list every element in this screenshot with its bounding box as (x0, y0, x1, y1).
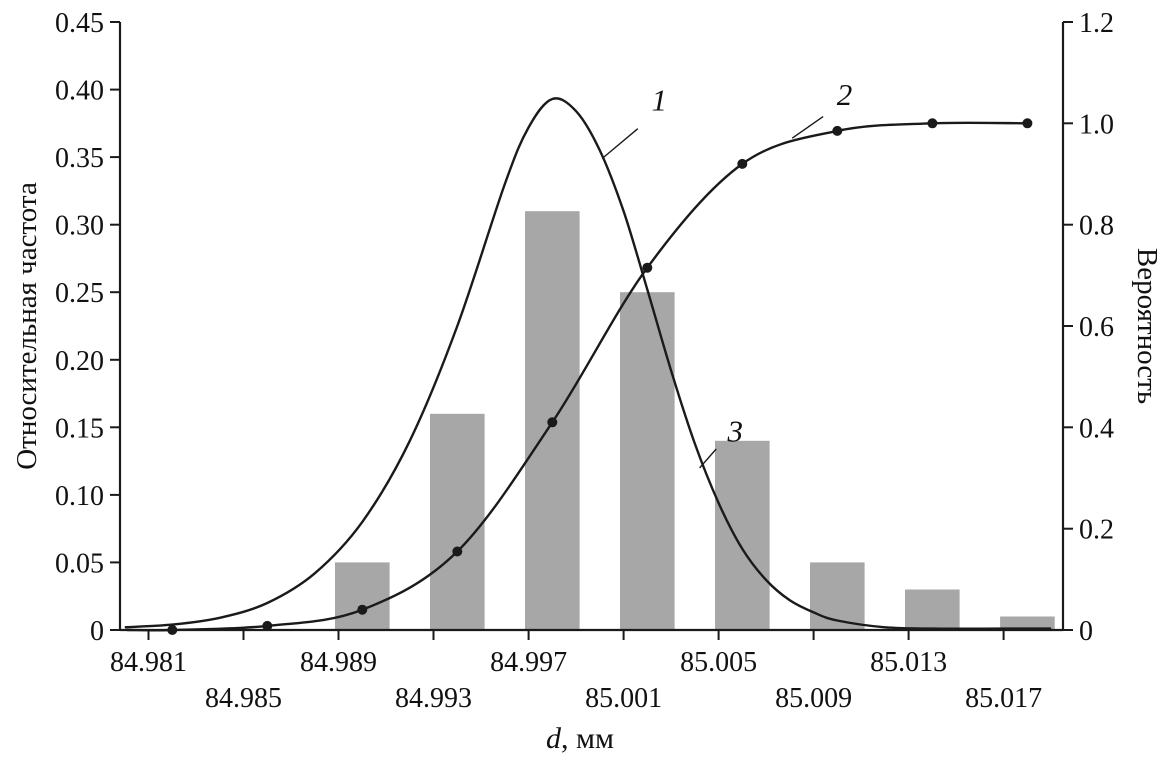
x-tick-label: 84.993 (395, 683, 472, 714)
curve-label-1: 1 (651, 82, 667, 117)
cdf-marker (262, 620, 273, 631)
y-left-tick-label: 0.15 (55, 413, 104, 444)
y-left-tick-label: 0.25 (55, 278, 104, 309)
curve-label-leader-2 (791, 116, 824, 139)
y-left-tick-label: 0.10 (55, 481, 104, 512)
curve-label-3: 3 (726, 413, 743, 448)
histogram-bar (1000, 616, 1055, 630)
y-right-tick-labels: 0 0.2 0.4 0.6 0.8 1.0 1.2 (1079, 8, 1114, 647)
y-left-axis-title: Относительная частота (11, 182, 43, 470)
cdf-marker (832, 125, 843, 136)
histogram-bars (335, 211, 1055, 630)
x-tick-label: 85.005 (680, 647, 757, 678)
curve-annotations: 1 2 3 (601, 77, 853, 469)
density-curve (124, 97, 1052, 630)
curve-label-leader-3 (699, 448, 717, 469)
x-axis-title-unit: , мм (561, 722, 614, 755)
x-axis-title: d, мм (546, 722, 614, 755)
y-right-tick-label: 0 (1079, 616, 1093, 647)
curve-label-2: 2 (837, 77, 853, 112)
cdf-markers (167, 118, 1033, 635)
curve-label-leader-1 (601, 128, 639, 160)
y-left-tick-label: 0.40 (55, 76, 104, 107)
y-right-tick-label: 1.0 (1079, 109, 1114, 140)
histogram-bar (430, 413, 485, 630)
x-tick-label: 84.981 (110, 647, 187, 678)
y-left-tick-label: 0.20 (55, 346, 104, 377)
y-left-tick-label: 0.05 (55, 548, 104, 579)
cdf-marker (452, 546, 463, 557)
y-left-tick-label: 0.30 (55, 211, 104, 242)
y-left-tick-label: 0 (90, 616, 104, 647)
cdf-marker (1022, 118, 1033, 129)
x-tick-label: 84.985 (205, 683, 282, 714)
y-right-tick-label: 0.8 (1079, 211, 1114, 242)
x-axis-title-variable: d (546, 722, 562, 755)
x-axis-tick-labels: 84.981 84.985 84.989 84.993 84.997 85.001 85.0… (110, 647, 1042, 714)
histogram-bar (905, 589, 960, 630)
cdf-marker (927, 118, 938, 129)
x-tick-label: 85.017 (965, 683, 1042, 714)
y-left-tick-label: 0.45 (55, 8, 104, 39)
histogram-bar (810, 562, 865, 630)
y-right-tick-label: 0.6 (1079, 312, 1114, 343)
y-left-tick-label: 0.35 (55, 143, 104, 174)
histogram-bar (335, 562, 390, 630)
x-tick-label: 85.013 (870, 647, 947, 678)
y-right-tick-label: 0.4 (1079, 413, 1114, 444)
x-tick-label: 84.997 (490, 647, 567, 678)
y-left-tick-labels: 0 0.05 0.10 0.15 0.20 0.25 0.30 0.35 0.40 0.45 (55, 8, 104, 647)
cdf-marker (642, 262, 653, 273)
x-tick-label: 85.009 (775, 683, 852, 714)
cdf-marker (737, 158, 748, 169)
cdf-marker (357, 604, 368, 615)
y-right-tick-label: 1.2 (1079, 8, 1114, 39)
x-tick-label: 84.989 (300, 647, 377, 678)
cdf-marker (547, 417, 558, 428)
histogram-bar (620, 292, 675, 630)
axis-frame (110, 21, 1073, 640)
y-right-axis-title: Вероятность (1131, 248, 1163, 404)
x-tick-label: 85.001 (585, 683, 662, 714)
y-right-tick-label: 0.2 (1079, 515, 1114, 546)
histogram-bar (715, 440, 770, 630)
